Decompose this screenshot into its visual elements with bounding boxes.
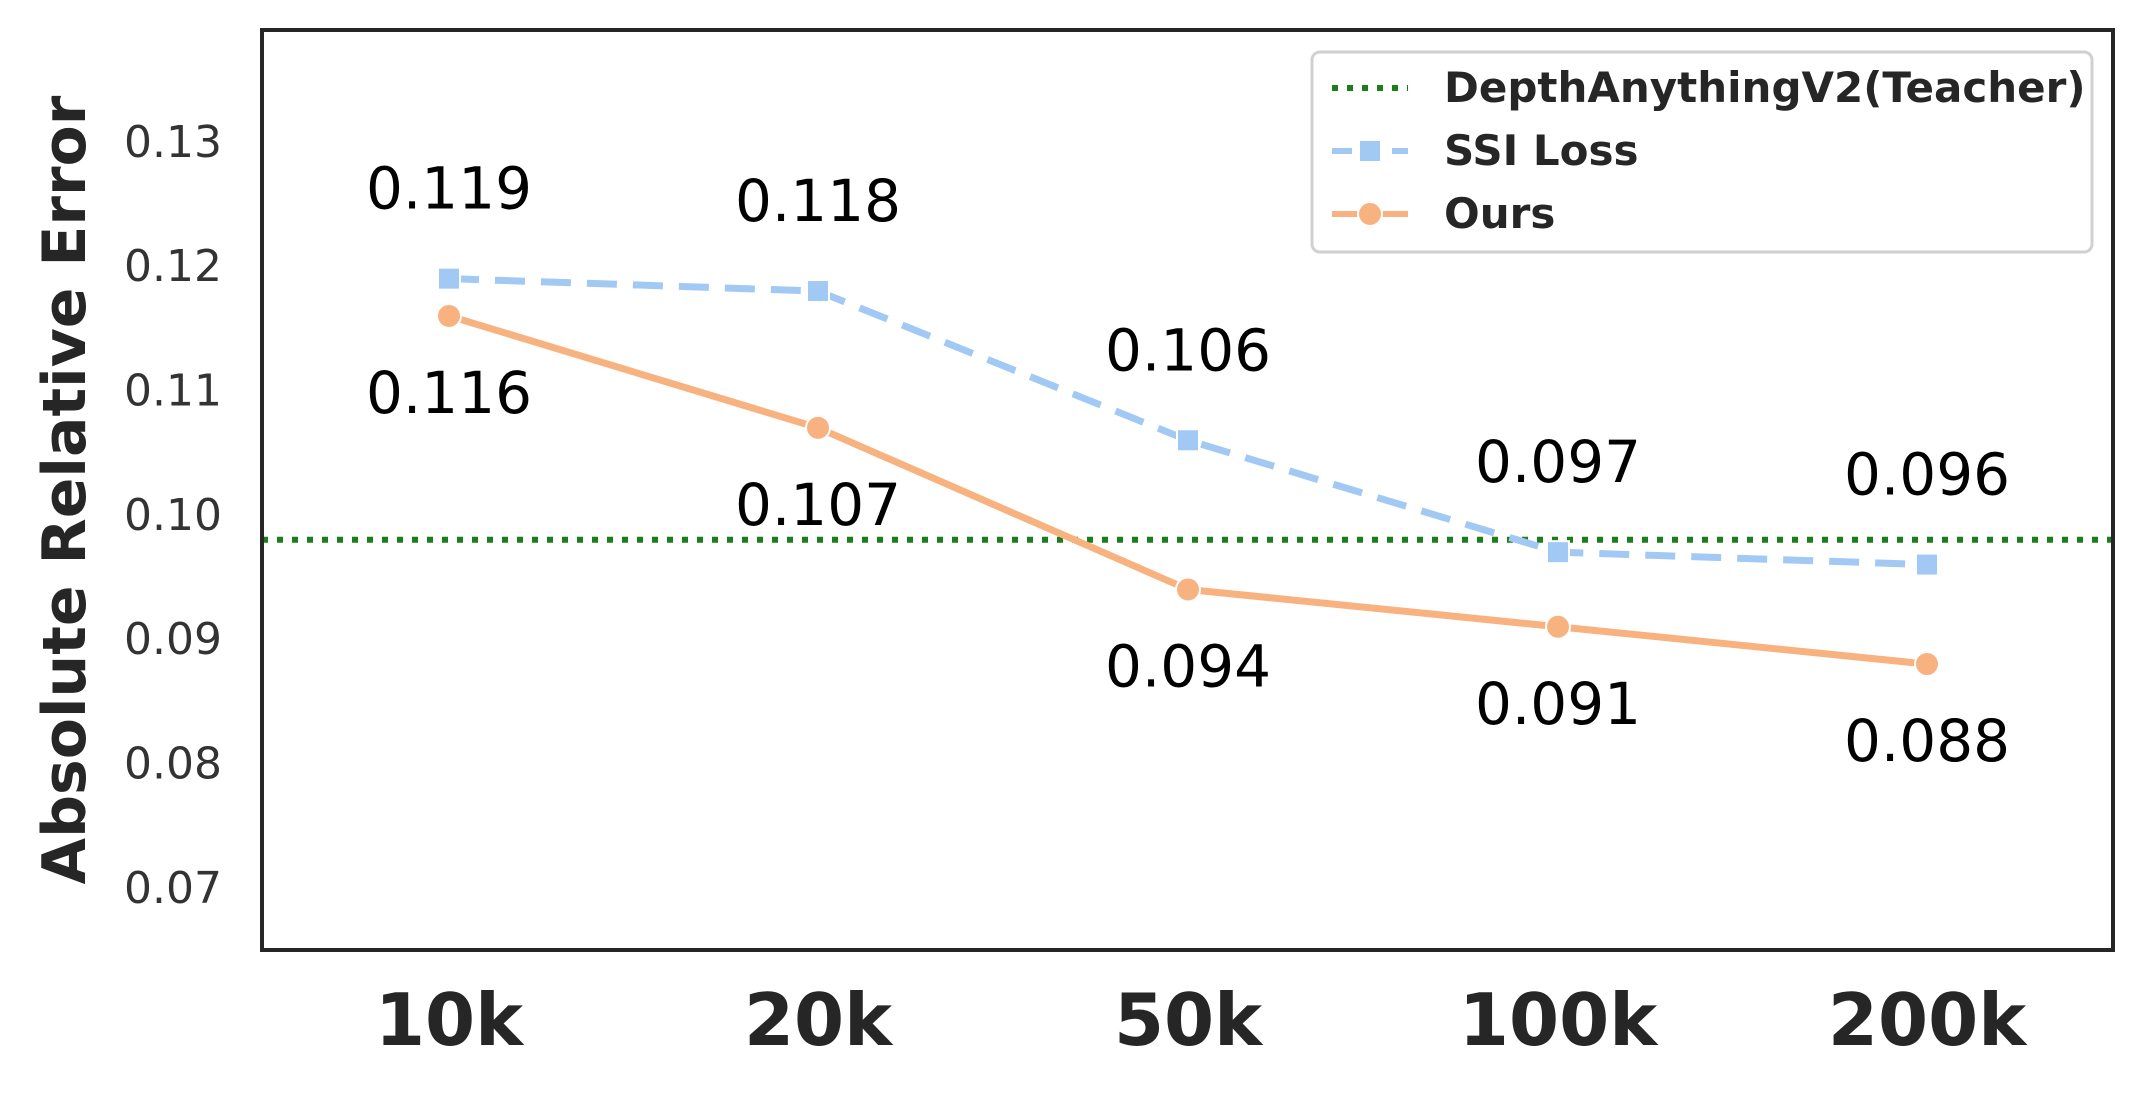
ours-data-label: 0.088 xyxy=(1844,707,2010,775)
x-tick-label: 20k xyxy=(744,978,894,1062)
ours-data-label: 0.094 xyxy=(1105,632,1271,700)
legend-box xyxy=(1310,50,2094,254)
ssi-loss-point xyxy=(1915,552,1939,577)
ssi-loss-data-label: 0.119 xyxy=(366,155,532,223)
plot-frame xyxy=(260,28,2115,952)
y-tick-label: 0.07 xyxy=(124,863,222,914)
x-tick-label: 10k xyxy=(375,978,525,1062)
y-tick-label: 0.09 xyxy=(124,614,222,665)
plot-area: 0.119 0.118 0.106 0.097 0.096 0.116 0.107 0.094… xyxy=(260,28,2115,952)
x-axis-ticks: 10k 20k 50k 100k 200k xyxy=(375,978,2028,1062)
ours-point xyxy=(805,414,831,441)
ssi-loss-point xyxy=(806,279,830,304)
ssi-loss-point xyxy=(437,266,461,291)
y-axis-ticks: 0.07 0.08 0.09 0.10 0.11 0.12 0.13 xyxy=(124,117,222,914)
ours-data-label: 0.091 xyxy=(1475,670,1641,738)
ssi-loss-series-line xyxy=(448,275,1928,569)
legend-entry-label: SSI Loss xyxy=(1444,126,1638,175)
legend-ssi-loss-marker xyxy=(1358,139,1382,163)
ours-data-label: 0.107 xyxy=(735,471,901,539)
ours-point xyxy=(1914,651,1940,678)
y-tick-label: 0.08 xyxy=(124,739,222,790)
ours-point xyxy=(1545,613,1571,640)
y-tick-label: 0.11 xyxy=(124,366,222,417)
ours-point xyxy=(436,302,462,329)
y-tick-label: 0.12 xyxy=(124,241,222,292)
y-tick-label: 0.13 xyxy=(124,117,222,168)
ssi-loss-point xyxy=(1546,540,1570,565)
ssi-loss-data-label: 0.097 xyxy=(1475,428,1641,496)
y-axis-label: Absolute Relative Error xyxy=(30,95,100,884)
x-tick-label: 50k xyxy=(1114,978,1264,1062)
legend-entry-label: Ours xyxy=(1444,189,1555,238)
x-tick-label: 100k xyxy=(1459,978,1659,1062)
legend-entry-label: DepthAnythingV2(Teacher) xyxy=(1444,63,2086,112)
y-tick-label: 0.10 xyxy=(124,490,222,541)
ssi-loss-data-label: 0.096 xyxy=(1844,441,2010,509)
legend: DepthAnythingV2(Teacher) SSI Loss Ours xyxy=(1310,50,2094,254)
ssi-loss-point xyxy=(1176,428,1200,453)
legend-ours-marker xyxy=(1357,201,1383,227)
ours-data-label: 0.116 xyxy=(366,359,532,427)
x-tick-label: 200k xyxy=(1828,978,2028,1062)
ssi-loss-data-label: 0.118 xyxy=(735,167,901,235)
ours-point xyxy=(1175,576,1201,603)
ssi-loss-data-label: 0.106 xyxy=(1105,316,1271,384)
